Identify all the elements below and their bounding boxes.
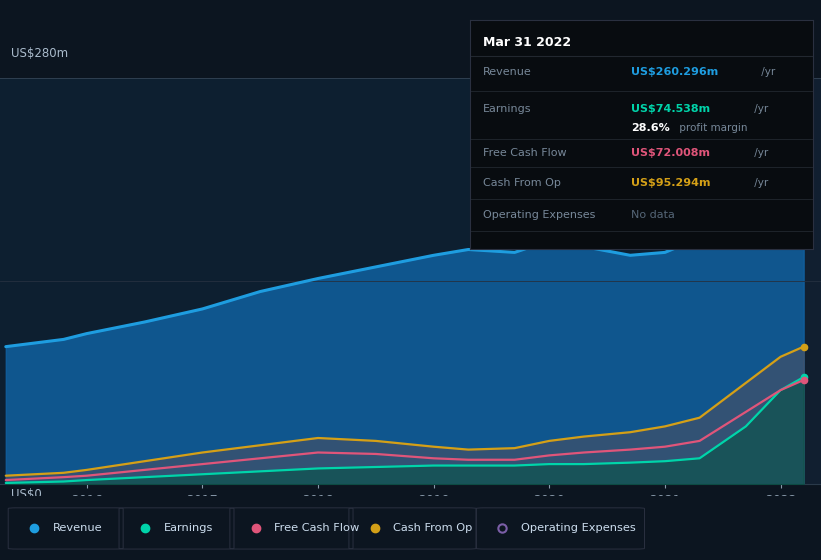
Text: Free Cash Flow: Free Cash Flow — [484, 148, 567, 158]
Text: US$74.538m: US$74.538m — [631, 104, 710, 114]
Text: US$72.008m: US$72.008m — [631, 148, 710, 158]
Text: US$95.294m: US$95.294m — [631, 178, 710, 188]
Text: Operating Expenses: Operating Expenses — [521, 523, 635, 533]
Text: Operating Expenses: Operating Expenses — [484, 210, 596, 220]
Text: /yr: /yr — [751, 148, 768, 158]
Text: US$0: US$0 — [11, 488, 41, 501]
Text: No data: No data — [631, 210, 675, 220]
Bar — [699, 78, 821, 484]
Text: Revenue: Revenue — [484, 67, 532, 77]
Text: US$280m: US$280m — [11, 47, 68, 60]
Text: /yr: /yr — [751, 104, 768, 114]
Text: /yr: /yr — [758, 67, 775, 77]
Text: Revenue: Revenue — [53, 523, 102, 533]
Text: profit margin: profit margin — [676, 123, 747, 133]
Text: Free Cash Flow: Free Cash Flow — [274, 523, 360, 533]
Text: Mar 31 2022: Mar 31 2022 — [484, 36, 571, 49]
Text: 28.6%: 28.6% — [631, 123, 670, 133]
Text: /yr: /yr — [751, 178, 768, 188]
Text: Cash From Op: Cash From Op — [393, 523, 473, 533]
Text: US$260.296m: US$260.296m — [631, 67, 718, 77]
Text: Cash From Op: Cash From Op — [484, 178, 562, 188]
Text: Earnings: Earnings — [163, 523, 213, 533]
Text: Earnings: Earnings — [484, 104, 532, 114]
